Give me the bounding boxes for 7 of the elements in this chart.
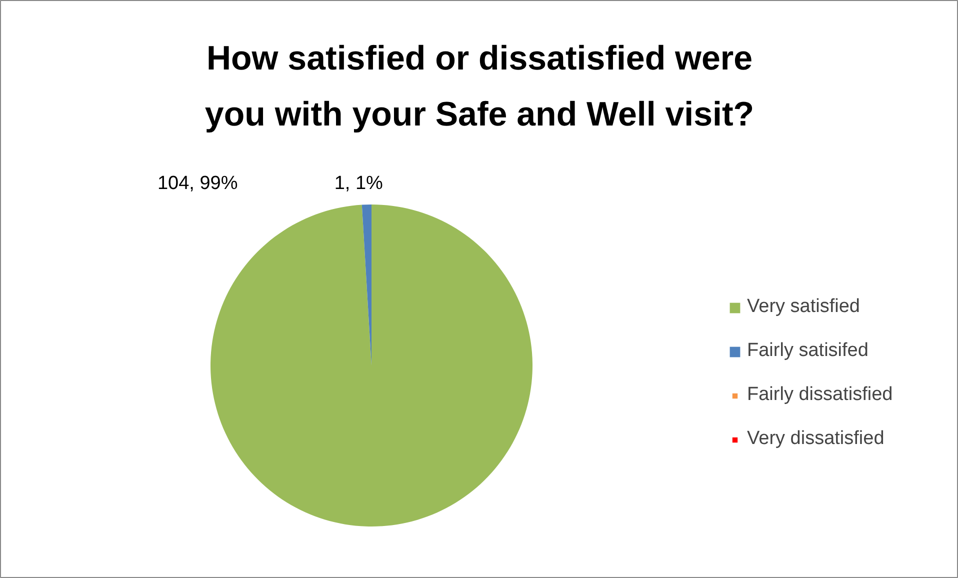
chart-title: How satisfied or dissatisfied were you with your Safe and Well visit?: [204, 40, 754, 134]
data-label: 1, 1%: [334, 173, 384, 194]
legend-label: Fairly satisifed: [747, 340, 868, 362]
data-label: 104, 99%: [157, 173, 238, 194]
legend-label: Very satisfied: [747, 296, 860, 318]
legend-label: Very dissatisfied: [747, 428, 884, 450]
legend-label: Fairly dissatisfied: [747, 384, 893, 406]
